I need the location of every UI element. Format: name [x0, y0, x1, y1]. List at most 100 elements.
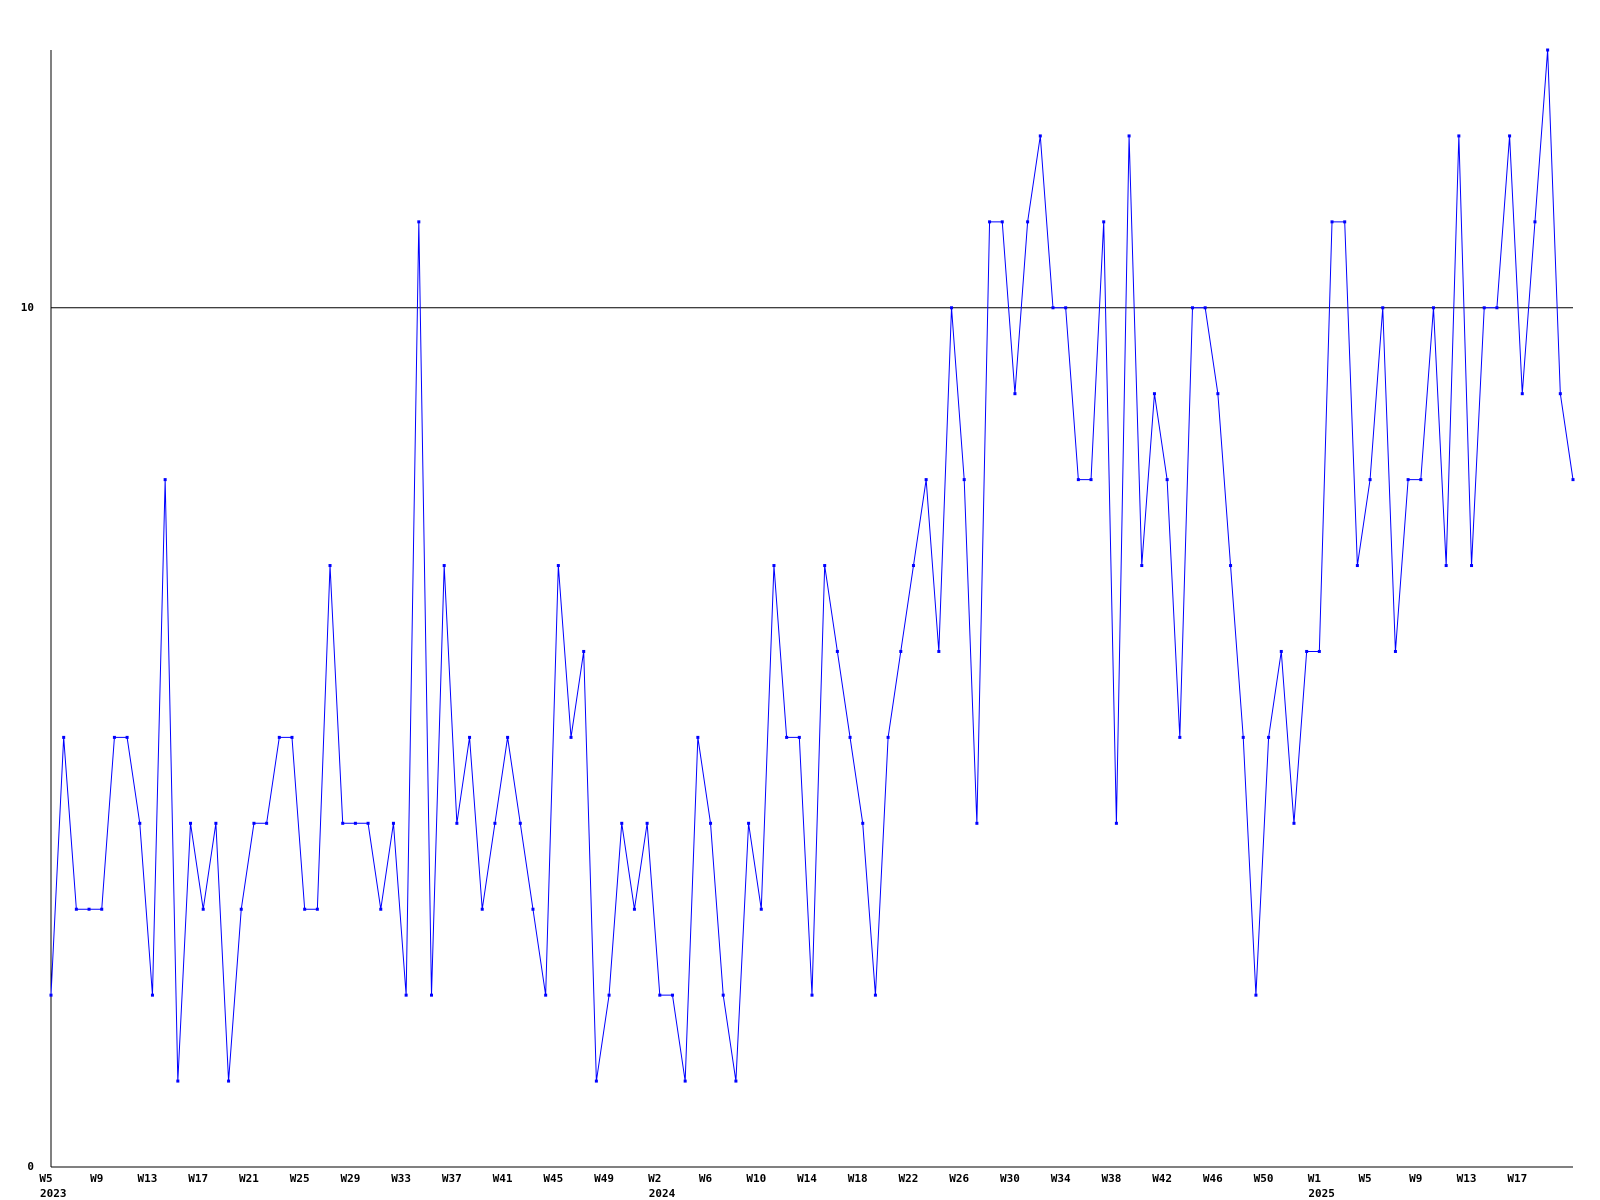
x-tick-label: W13 [138, 1172, 158, 1185]
data-point [252, 821, 256, 825]
data-point [391, 821, 395, 825]
data-point [1520, 392, 1524, 396]
data-point [1254, 993, 1258, 997]
data-point [341, 821, 345, 825]
data-point [810, 993, 814, 997]
data-point [214, 821, 218, 825]
data-point [518, 821, 522, 825]
x-tick-label: W34 [1051, 1172, 1071, 1185]
data-point [772, 564, 776, 568]
data-point [493, 821, 497, 825]
data-point [506, 735, 510, 739]
x-tick-label: W1 [1308, 1172, 1322, 1185]
x-tick-label: W46 [1203, 1172, 1223, 1185]
x-tick-label: W17 [188, 1172, 208, 1185]
data-point [100, 907, 104, 911]
data-point [632, 907, 636, 911]
x-year-label: 2025 [1308, 1187, 1335, 1200]
x-tick-label: W6 [699, 1172, 713, 1185]
data-point [607, 993, 611, 997]
data-point [1203, 306, 1207, 310]
data-point [721, 993, 725, 997]
data-line [50, 49, 1574, 1082]
data-point [709, 821, 713, 825]
data-point [1292, 821, 1296, 825]
data-point [582, 649, 586, 653]
data-point [480, 907, 484, 911]
data-point [1026, 220, 1030, 224]
x-tick-label: W14 [797, 1172, 817, 1185]
data-point [1419, 478, 1423, 482]
data-point [569, 735, 573, 739]
data-point [1343, 220, 1347, 224]
data-point [442, 564, 446, 568]
data-point [658, 993, 662, 997]
data-point [683, 1079, 687, 1083]
data-point [670, 993, 674, 997]
data-point [734, 1079, 738, 1083]
data-point [1381, 306, 1385, 310]
x-year-label: 2023 [40, 1187, 67, 1200]
x-tick-label: W13 [1457, 1172, 1477, 1185]
data-point [1178, 735, 1182, 739]
data-point [1152, 392, 1156, 396]
data-point [975, 821, 979, 825]
data-point [1317, 649, 1321, 653]
data-point [176, 1079, 180, 1083]
x-tick-label: W22 [899, 1172, 919, 1185]
data-point [531, 907, 535, 911]
x-tick-label: W30 [1000, 1172, 1020, 1185]
data-point [1267, 735, 1271, 739]
data-point [899, 649, 903, 653]
x-tick-label: W42 [1152, 1172, 1172, 1185]
data-point [785, 735, 789, 739]
data-point [1482, 306, 1486, 310]
data-point [315, 907, 319, 911]
x-tick-label: W10 [746, 1172, 766, 1185]
x-tick-label: W25 [290, 1172, 310, 1185]
data-point [1102, 220, 1106, 224]
data-point [62, 735, 66, 739]
x-tick-label: W29 [340, 1172, 360, 1185]
data-point [1114, 821, 1118, 825]
x-tick-label: W18 [848, 1172, 868, 1185]
data-point [1241, 735, 1245, 739]
data-point [87, 907, 91, 911]
data-point [988, 220, 992, 224]
data-point [379, 907, 383, 911]
data-point [1406, 478, 1410, 482]
data-point [1571, 478, 1575, 482]
x-tick-label: W45 [543, 1172, 563, 1185]
data-point [848, 735, 852, 739]
data-point [835, 649, 839, 653]
data-point [747, 821, 751, 825]
data-point [594, 1079, 598, 1083]
data-point [1038, 134, 1042, 138]
data-point [49, 993, 53, 997]
data-point [544, 993, 548, 997]
data-point [455, 821, 459, 825]
data-point [937, 649, 941, 653]
data-point [1444, 564, 1448, 568]
data-point [1393, 649, 1397, 653]
data-point [430, 993, 433, 997]
data-point [911, 564, 915, 568]
data-point [1533, 220, 1537, 224]
data-point [620, 821, 624, 825]
x-tick-label: W17 [1507, 1172, 1527, 1185]
data-point [1089, 478, 1093, 482]
y-tick-label: 10 [21, 301, 34, 314]
data-point [1305, 649, 1309, 653]
data-point [125, 735, 129, 739]
x-tick-label: W5 [1358, 1172, 1371, 1185]
data-point [1064, 306, 1068, 310]
data-point [1470, 564, 1474, 568]
data-point [417, 220, 421, 224]
x-tick-label: W37 [442, 1172, 462, 1185]
x-tick-label: W2 [648, 1172, 661, 1185]
data-point [1546, 48, 1550, 52]
data-point [138, 821, 142, 825]
data-point [823, 564, 827, 568]
